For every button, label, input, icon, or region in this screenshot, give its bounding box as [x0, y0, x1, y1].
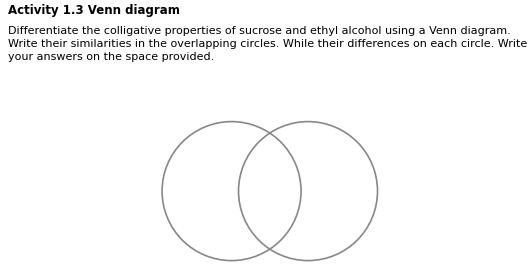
- Text: Differentiate the colligative properties of sucrose and ethyl alcohol using a Ve: Differentiate the colligative properties…: [8, 26, 527, 61]
- Text: Activity 1.3 Venn diagram: Activity 1.3 Venn diagram: [8, 4, 180, 17]
